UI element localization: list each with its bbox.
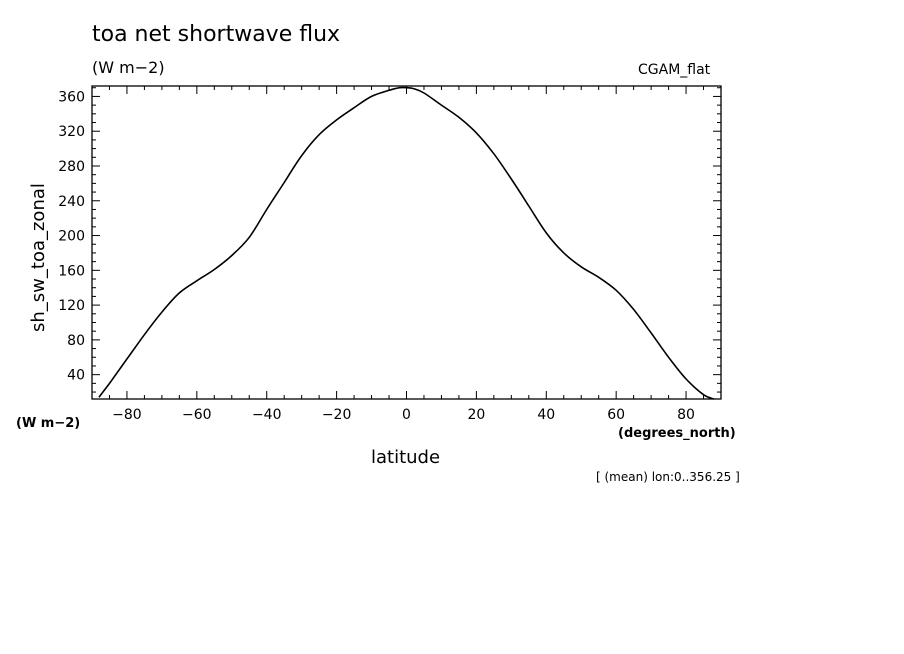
y-tick-label: 200	[58, 229, 85, 245]
series-line	[98, 86, 715, 400]
x-axis-units: (degrees_north)	[618, 426, 736, 441]
x-tick-label: 20	[467, 407, 485, 423]
run-label: CGAM_flat	[638, 62, 711, 78]
axis-tick-labels: −80 −60 −40 −20 0 20 40 60 80 40 80 120 160 200 240 280…	[58, 89, 695, 423]
x-tick-label: 80	[677, 407, 695, 423]
chart-units-subtitle: (W m−2)	[92, 58, 165, 77]
chart-title: toa net shortwave flux	[92, 22, 341, 47]
y-tick-label: 120	[58, 298, 85, 314]
plot-frame	[91, 85, 722, 400]
x-tick-label: 60	[607, 407, 625, 423]
x-tick-label: 40	[537, 407, 555, 423]
x-tick-label: −80	[112, 407, 142, 423]
x-tick-label: −20	[322, 407, 352, 423]
x-tick-label: −40	[252, 407, 282, 423]
averaging-footnote: [ (mean) lon:0..356.25 ]	[596, 470, 740, 484]
y-tick-label: 80	[67, 333, 85, 349]
y-tick-label: 320	[58, 124, 85, 140]
y-tick-label: 280	[58, 159, 85, 175]
y-axis-units: (W m−2)	[16, 416, 81, 431]
x-tick-label: 0	[402, 407, 411, 423]
x-tick-label: −60	[182, 407, 212, 423]
y-tick-label: 160	[58, 263, 85, 279]
y-tick-label: 240	[58, 194, 85, 210]
x-axis-label: latitude	[371, 447, 441, 468]
axis-ticks	[92, 86, 721, 399]
y-tick-label: 360	[58, 89, 85, 105]
y-tick-label: 40	[67, 368, 85, 384]
